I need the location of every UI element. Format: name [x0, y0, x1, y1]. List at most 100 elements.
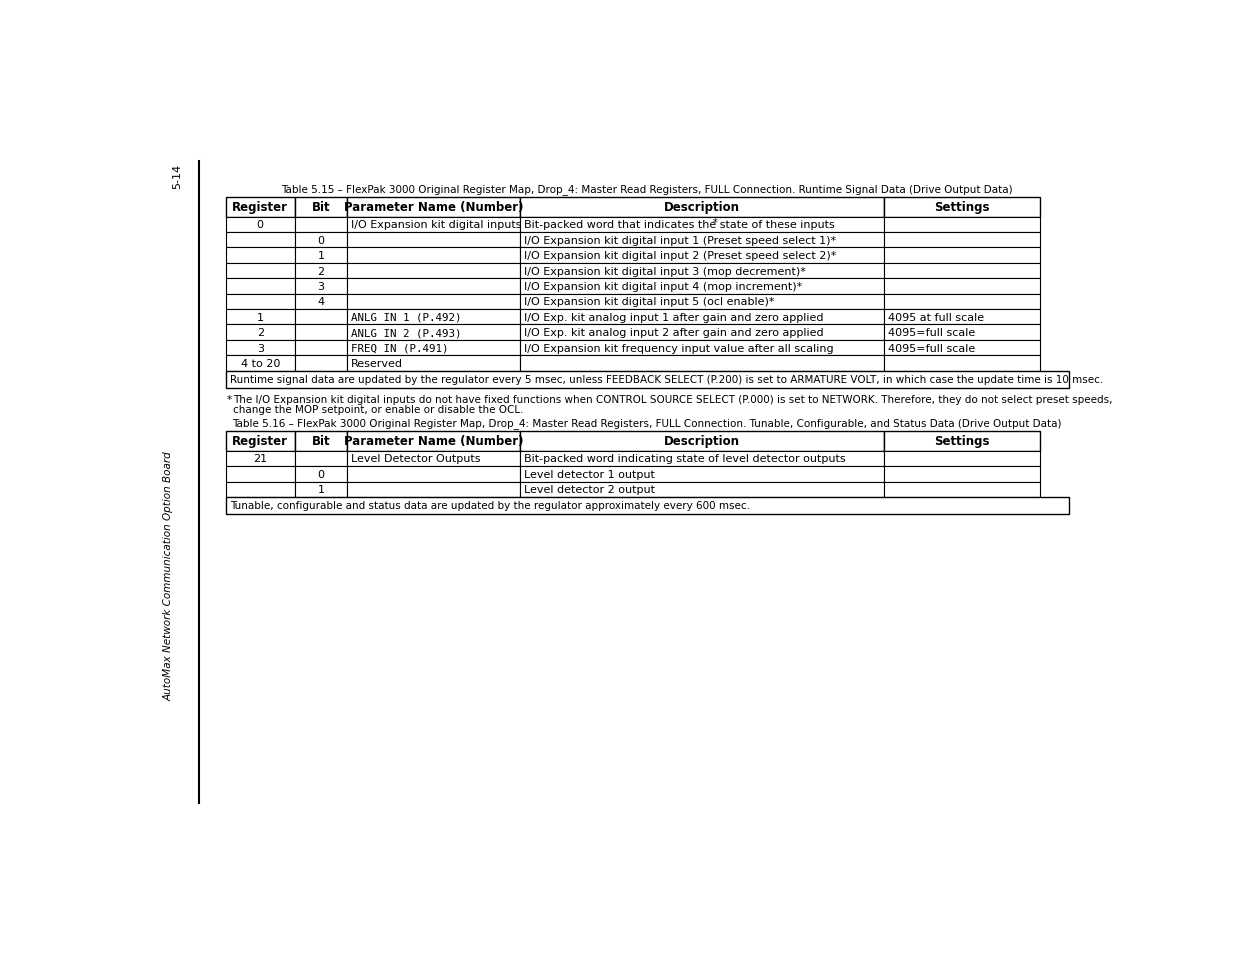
Bar: [347, 217, 520, 233]
Text: 4: 4: [317, 297, 325, 307]
Text: Bit-packed word that indicates the state of these inputs: Bit-packed word that indicates the state…: [524, 220, 835, 230]
Bar: [226, 310, 295, 325]
Text: 0: 0: [317, 235, 325, 246]
Bar: [295, 482, 347, 497]
Bar: [295, 248, 347, 264]
Text: 4095=full scale: 4095=full scale: [888, 343, 976, 354]
Bar: [347, 340, 520, 355]
Bar: [295, 233, 347, 248]
Bar: [520, 197, 884, 217]
Bar: [520, 310, 884, 325]
Bar: [884, 432, 1040, 452]
Text: 5-14: 5-14: [173, 163, 183, 189]
Text: 4095=full scale: 4095=full scale: [888, 328, 976, 337]
Bar: [520, 482, 884, 497]
Bar: [347, 233, 520, 248]
Bar: [295, 279, 347, 294]
Text: Bit: Bit: [311, 435, 330, 448]
Bar: [884, 248, 1040, 264]
Bar: [295, 432, 347, 452]
Text: ANLG IN 1 (P.492): ANLG IN 1 (P.492): [351, 313, 462, 322]
Text: Level Detector Outputs: Level Detector Outputs: [351, 454, 480, 464]
Bar: [295, 217, 347, 233]
Text: Description: Description: [664, 435, 740, 448]
Bar: [884, 310, 1040, 325]
Bar: [347, 197, 520, 217]
Bar: [226, 197, 295, 217]
Bar: [347, 248, 520, 264]
Text: Bit-packed word indicating state of level detector outputs: Bit-packed word indicating state of leve…: [524, 454, 846, 464]
Bar: [884, 325, 1040, 340]
Text: Description: Description: [664, 201, 740, 213]
Bar: [520, 355, 884, 372]
Bar: [884, 279, 1040, 294]
Text: 1: 1: [257, 313, 264, 322]
Bar: [520, 217, 884, 233]
Text: 3: 3: [317, 282, 325, 292]
Bar: [226, 482, 295, 497]
Bar: [295, 340, 347, 355]
Text: 2: 2: [257, 328, 264, 337]
Text: I/O Expansion kit digital inputs: I/O Expansion kit digital inputs: [351, 220, 521, 230]
Text: 3: 3: [257, 343, 264, 354]
Bar: [295, 325, 347, 340]
Text: Table 5.16 – FlexPak 3000 Original Register Map, Drop_4: Master Read Registers, : Table 5.16 – FlexPak 3000 Original Regis…: [232, 418, 1062, 429]
Text: Level detector 2 output: Level detector 2 output: [524, 485, 655, 495]
Bar: [347, 432, 520, 452]
Text: I/O Expansion kit frequency input value after all scaling: I/O Expansion kit frequency input value …: [524, 343, 834, 354]
Text: change the MOP setpoint, or enable or disable the OCL.: change the MOP setpoint, or enable or di…: [232, 404, 524, 415]
Bar: [347, 467, 520, 482]
Text: 0: 0: [317, 469, 325, 479]
Bar: [295, 197, 347, 217]
Bar: [884, 294, 1040, 310]
Bar: [520, 294, 884, 310]
Text: Settings: Settings: [935, 201, 990, 213]
Bar: [226, 432, 295, 452]
Bar: [226, 497, 1068, 515]
Bar: [884, 482, 1040, 497]
Text: Parameter Name (Number): Parameter Name (Number): [343, 201, 524, 213]
Bar: [347, 325, 520, 340]
Bar: [347, 279, 520, 294]
Text: 2: 2: [317, 266, 325, 276]
Bar: [226, 233, 295, 248]
Text: 4095 at full scale: 4095 at full scale: [888, 313, 984, 322]
Bar: [295, 355, 347, 372]
Bar: [347, 294, 520, 310]
Bar: [884, 233, 1040, 248]
Bar: [347, 310, 520, 325]
Bar: [347, 264, 520, 279]
Bar: [226, 355, 295, 372]
Text: Table 5.15 – FlexPak 3000 Original Register Map, Drop_4: Master Read Registers, : Table 5.15 – FlexPak 3000 Original Regis…: [282, 184, 1013, 194]
Text: I/O Expansion kit digital input 1 (Preset speed select 1)*: I/O Expansion kit digital input 1 (Prese…: [524, 235, 836, 246]
Text: AutoMax Network Communication Option Board: AutoMax Network Communication Option Boa…: [163, 451, 173, 700]
Bar: [226, 279, 295, 294]
Text: Level detector 1 output: Level detector 1 output: [524, 469, 655, 479]
Text: Runtime signal data are updated by the regulator every 5 msec, unless FEEDBACK S: Runtime signal data are updated by the r…: [230, 375, 1104, 385]
Bar: [295, 310, 347, 325]
Text: 1: 1: [317, 485, 325, 495]
Bar: [520, 340, 884, 355]
Bar: [295, 452, 347, 467]
Bar: [347, 355, 520, 372]
Text: I/O Expansion kit digital input 5 (ocl enable)*: I/O Expansion kit digital input 5 (ocl e…: [524, 297, 774, 307]
Bar: [226, 467, 295, 482]
Bar: [226, 325, 295, 340]
Text: I/O Expansion kit digital input 4 (mop increment)*: I/O Expansion kit digital input 4 (mop i…: [524, 282, 802, 292]
Bar: [884, 452, 1040, 467]
Bar: [226, 452, 295, 467]
Bar: [347, 452, 520, 467]
Text: *: *: [713, 218, 718, 228]
Text: ANLG IN 2 (P.493): ANLG IN 2 (P.493): [351, 328, 462, 337]
Bar: [520, 264, 884, 279]
Text: I/O Expansion kit digital input 2 (Preset speed select 2)*: I/O Expansion kit digital input 2 (Prese…: [524, 251, 836, 261]
Bar: [520, 432, 884, 452]
Bar: [295, 467, 347, 482]
Text: Bit: Bit: [311, 201, 330, 213]
Text: Reserved: Reserved: [351, 358, 403, 369]
Text: 1: 1: [317, 251, 325, 261]
Bar: [520, 452, 884, 467]
Text: 4 to 20: 4 to 20: [241, 358, 280, 369]
Bar: [520, 467, 884, 482]
Bar: [226, 294, 295, 310]
